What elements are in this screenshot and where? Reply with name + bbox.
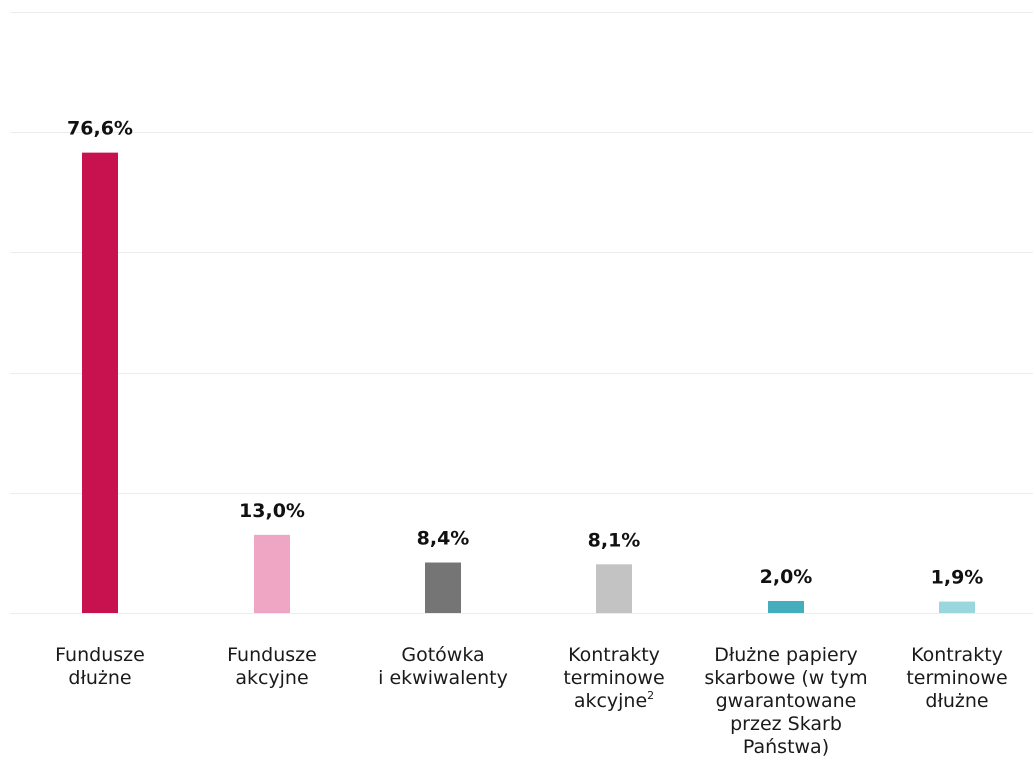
bar-5: [768, 600, 804, 613]
value-label-6: 1,9%: [931, 567, 984, 589]
gridlines: [10, 12, 1033, 614]
bar-1: [82, 152, 118, 613]
category-labels: Fundusze dłużne Fundusze akcyjne Gotówka i ek…: [55, 644, 1007, 758]
bars: [82, 152, 975, 613]
category-label-2: Fundusze akcyjne: [227, 644, 317, 689]
bar-4: [596, 564, 632, 613]
value-label-3: 8,4%: [417, 528, 470, 550]
category-label-5: Dłużne papiery skarbowe (w tym gwarantowan…: [704, 644, 867, 758]
value-label-1: 76,6%: [67, 118, 133, 140]
bar-3: [425, 562, 461, 613]
bar-6: [939, 601, 975, 613]
category-label-1: Fundusze dłużne: [55, 644, 145, 689]
value-label-5: 2,0%: [760, 566, 813, 588]
category-label-6: Kontrakty terminowe dłużne: [906, 644, 1007, 712]
value-label-2: 13,0%: [239, 500, 305, 522]
category-label-4: Kontrakty terminowe akcyjne2: [563, 644, 664, 712]
value-label-4: 8,1%: [588, 529, 641, 551]
category-label-3: Gotówka i ekwiwalenty: [378, 644, 508, 689]
value-labels: 76,6% 13,0% 8,4% 8,1% 2,0% 1,9%: [67, 118, 983, 589]
bar-2: [254, 534, 290, 613]
